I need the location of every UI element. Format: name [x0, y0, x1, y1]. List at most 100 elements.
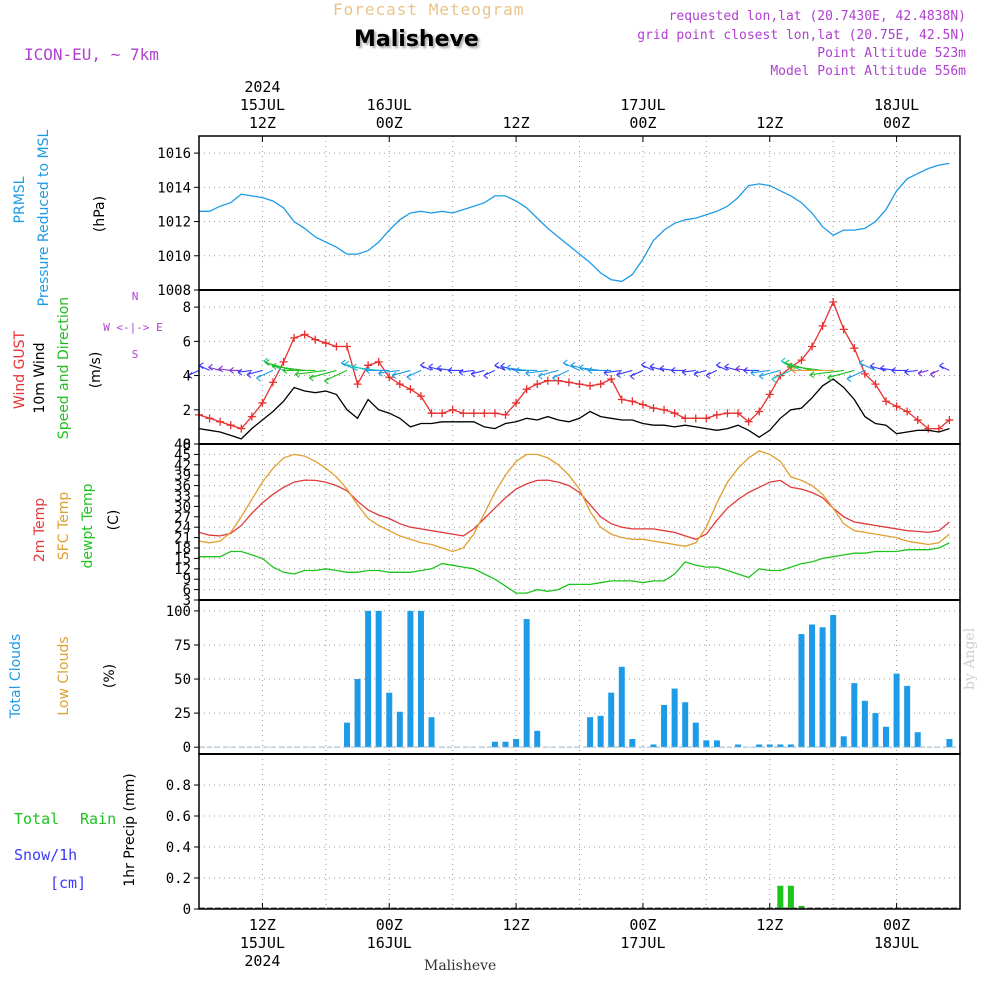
total-cloud-bar — [343, 722, 350, 748]
total-cloud-bar — [777, 744, 784, 748]
total-cloud-bar — [417, 610, 424, 748]
gust-marker — [797, 356, 806, 365]
bottom-time-label: 00Z — [629, 916, 656, 934]
wind-arrow-head — [294, 370, 300, 378]
gust-marker — [522, 385, 531, 394]
total-cloud-bar — [756, 744, 763, 748]
total-rain-label-b: Rain — [80, 810, 116, 828]
bottom-time-label: 12Z — [756, 916, 783, 934]
total-cloud-bar — [513, 739, 520, 748]
y-tick-label: 12 — [174, 562, 191, 578]
wind-arrow-head — [771, 375, 777, 383]
wind-direction-arrow — [470, 369, 485, 375]
bottom-time-label: 2024 — [244, 952, 280, 970]
wind-arrow-head — [616, 371, 621, 379]
snow-unit-label: [cm] — [50, 874, 86, 892]
wind-arrow-head — [436, 365, 442, 372]
wind-direction-arrow — [603, 369, 622, 374]
gust-marker — [512, 398, 521, 407]
wind-arrow-head — [282, 366, 288, 374]
wind-arrow-head — [780, 357, 786, 365]
y-tick-label: 100 — [166, 604, 191, 620]
gust-marker — [628, 397, 637, 406]
wind-arrow-head — [693, 370, 699, 378]
compass-north: N — [132, 290, 139, 303]
rain-bar — [777, 885, 784, 909]
wind-direction-arrow — [750, 369, 770, 374]
y-tick-label: 39 — [174, 468, 191, 484]
wind-direction-arrow — [246, 369, 263, 376]
gust-marker — [860, 369, 869, 378]
temp-dewpt-label: dewpt Temp — [80, 483, 96, 568]
total-cloud-bar — [365, 610, 372, 748]
top-time-label: 18JUL — [874, 96, 919, 114]
wind-arrow-head — [603, 369, 609, 377]
total-cloud-bar — [819, 627, 826, 748]
wind-arrow-head — [917, 369, 923, 377]
top-time-label: 2024 — [244, 78, 280, 96]
wind-arrow-head — [525, 369, 531, 377]
total-cloud-bar — [893, 673, 900, 748]
total-rain-label-a: Total — [14, 810, 59, 828]
wind-arrow-head — [724, 363, 730, 371]
gust-marker — [934, 424, 943, 433]
total-cloud-bar — [671, 688, 678, 748]
wind-direction-arrow — [256, 369, 274, 379]
top-time-label: 15JUL — [240, 96, 285, 114]
model-label: ICON-EU, ~ 7km — [24, 45, 159, 64]
wind-arrow-head — [237, 368, 243, 376]
gust-marker — [332, 342, 341, 351]
total-cloud-bar — [713, 740, 720, 748]
wind-direction-arrow — [378, 369, 400, 374]
y-tick-label: 6 — [183, 334, 191, 350]
wind-direction-arrow — [917, 369, 929, 374]
y-tick-label: 25 — [174, 706, 191, 722]
gust-marker — [586, 381, 595, 390]
snow-label: Snow/1h — [14, 846, 77, 864]
wind-direction-arrow — [771, 369, 792, 380]
bottom-time-label: 00Z — [376, 916, 403, 934]
top-time-label: 12Z — [503, 114, 530, 132]
wind-direction-arrow — [788, 365, 823, 371]
gust-marker — [226, 421, 235, 430]
top-time-label: 00Z — [629, 114, 656, 132]
gust-marker — [216, 417, 225, 426]
y-tick-label: 0 — [183, 740, 191, 756]
total-cloud-bar — [946, 739, 953, 748]
pressure-unit: (hPa) — [92, 196, 108, 232]
gust-marker — [205, 414, 214, 423]
total-cloud-bar — [523, 619, 530, 748]
wind-arrow-head — [428, 363, 434, 371]
y-tick-label: 30 — [174, 499, 191, 515]
wind-arrow-head — [324, 377, 329, 385]
compass-south: S — [132, 348, 139, 361]
wind-arrow-head — [750, 369, 756, 377]
wind-gust-label: Wind GUST — [12, 330, 28, 409]
y-tick-label: 48 — [174, 437, 191, 453]
total-cloud-bar — [661, 704, 668, 748]
total-cloud-bar — [798, 634, 805, 748]
gust-marker — [723, 409, 732, 418]
gust-marker — [712, 410, 721, 419]
wind-arrow-head — [743, 366, 748, 374]
bottom-time-label: 18JUL — [874, 934, 919, 952]
footer-location: Malisheve — [424, 958, 497, 974]
y-tick-label: 0.2 — [166, 871, 191, 887]
wind-direction-arrow — [265, 362, 295, 371]
gust-marker — [501, 410, 510, 419]
temp-2m-label: 2m Temp — [32, 498, 48, 562]
y-tick-label: 33 — [174, 489, 191, 505]
wind-arrow-head — [758, 372, 764, 380]
wind-arrow-head — [198, 362, 204, 370]
total-cloud-bar — [428, 717, 435, 748]
top-time-label: 00Z — [883, 114, 910, 132]
total-cloud-bar — [914, 732, 921, 748]
watermark: by Angel — [962, 627, 978, 690]
series-line-dewpt-temp — [199, 542, 950, 594]
wind-arrow-head — [578, 364, 584, 372]
wind-10m-label: 10m Wind — [32, 342, 48, 413]
y-tick-label: 8 — [183, 300, 191, 316]
clouds-unit: (%) — [102, 664, 118, 688]
gust-marker — [924, 424, 933, 433]
total-cloud-bar — [703, 740, 710, 748]
